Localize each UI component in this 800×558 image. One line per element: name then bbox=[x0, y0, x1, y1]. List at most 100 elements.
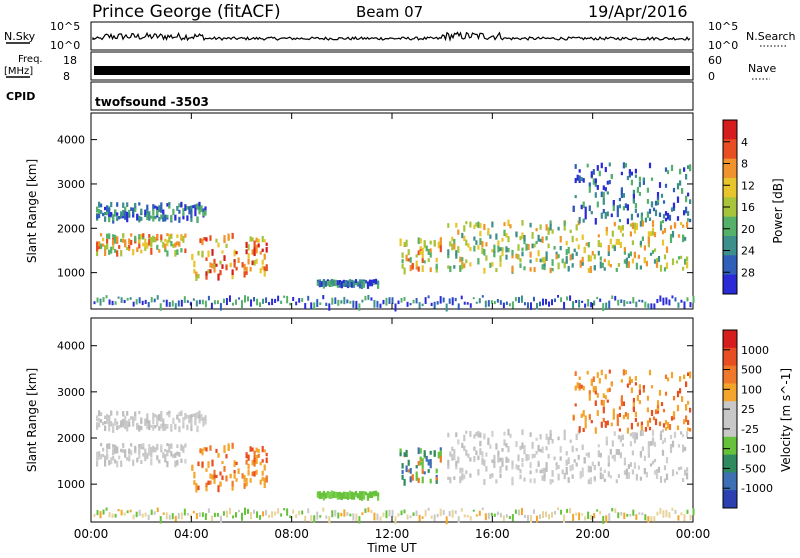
echo-cell bbox=[665, 262, 669, 269]
echo-cell bbox=[334, 509, 337, 517]
echo-cell bbox=[160, 202, 163, 210]
echo-cell bbox=[613, 245, 616, 252]
echo-cell bbox=[461, 257, 464, 262]
nsearch-tick-bottom: 10^0 bbox=[708, 39, 738, 52]
echo-cell bbox=[436, 301, 439, 305]
echo-cell bbox=[457, 229, 460, 235]
echo-cell bbox=[541, 236, 544, 243]
echo-cell bbox=[183, 508, 186, 516]
echo-cell bbox=[108, 208, 111, 215]
echo-cell bbox=[313, 302, 316, 311]
echo-cell bbox=[559, 456, 562, 461]
echo-cell bbox=[313, 515, 316, 523]
echo-cell bbox=[628, 169, 631, 174]
echo-cell bbox=[152, 412, 155, 420]
echo-cell bbox=[582, 385, 585, 391]
echo-cell bbox=[177, 300, 180, 307]
echo-cell bbox=[663, 465, 667, 471]
echo-cell bbox=[415, 260, 418, 267]
echo-cell bbox=[646, 211, 649, 218]
echo-cell bbox=[565, 256, 568, 263]
echo-cell bbox=[152, 235, 155, 243]
echo-cell bbox=[209, 235, 212, 241]
echo-cell bbox=[455, 250, 458, 256]
echo-cell bbox=[520, 295, 523, 303]
echo-cell bbox=[126, 425, 129, 432]
echo-cell bbox=[687, 420, 690, 425]
echo-cell bbox=[642, 177, 645, 181]
echo-cell bbox=[134, 411, 137, 416]
echo-cell bbox=[648, 208, 652, 214]
echo-cell bbox=[409, 468, 412, 474]
colorbar-swatch bbox=[723, 236, 737, 256]
echo-cell bbox=[483, 249, 486, 256]
echo-cell bbox=[499, 255, 502, 263]
echo-cell bbox=[233, 261, 236, 268]
echo-cell bbox=[118, 245, 121, 249]
echo-cell bbox=[503, 439, 506, 446]
colorbar-swatch bbox=[723, 490, 737, 509]
echo-cell bbox=[647, 451, 650, 458]
echo-cell bbox=[511, 301, 514, 309]
echo-cell bbox=[622, 401, 625, 406]
echo-cell bbox=[612, 408, 615, 416]
echo-cell bbox=[198, 206, 201, 212]
echo-cell bbox=[582, 218, 585, 223]
echo-cell bbox=[475, 431, 478, 437]
echo-cell bbox=[160, 208, 163, 213]
echo-cell bbox=[203, 447, 206, 451]
echo-cell bbox=[255, 258, 258, 264]
echo-cell bbox=[639, 476, 642, 481]
echo-cell bbox=[253, 509, 256, 514]
echo-cell bbox=[525, 454, 528, 461]
echo-cell bbox=[574, 371, 577, 376]
echo-cell bbox=[148, 426, 151, 431]
echo-cell bbox=[685, 381, 688, 388]
echo-cell bbox=[477, 431, 480, 438]
echo-cell bbox=[664, 217, 668, 222]
echo-cell bbox=[419, 246, 422, 250]
echo-cell bbox=[628, 171, 631, 178]
echo-cell bbox=[400, 297, 403, 303]
echo-cell bbox=[533, 478, 536, 484]
echo-cell bbox=[172, 243, 175, 248]
echo-cell bbox=[615, 449, 618, 455]
echo-cell bbox=[579, 261, 582, 268]
echo-cell bbox=[497, 456, 500, 463]
echo-cell bbox=[126, 457, 129, 461]
echo-cell bbox=[110, 246, 113, 254]
echo-cell bbox=[147, 514, 150, 521]
echo-cell bbox=[130, 443, 133, 447]
echo-cell bbox=[485, 452, 488, 457]
echo-cell bbox=[647, 446, 650, 454]
echo-cell bbox=[598, 378, 601, 384]
echo-cell bbox=[479, 230, 482, 236]
echo-cell bbox=[348, 493, 352, 498]
echo-cell bbox=[106, 233, 109, 239]
echo-cell bbox=[632, 402, 635, 407]
echo-cell bbox=[632, 198, 635, 204]
echo-cell bbox=[263, 270, 266, 277]
echo-cell bbox=[641, 512, 644, 516]
echo-cell bbox=[346, 299, 349, 304]
x-tick-label: 12:00 bbox=[375, 527, 410, 541]
echo-cell bbox=[124, 206, 127, 213]
echo-cell bbox=[535, 437, 538, 441]
echo-cell bbox=[403, 478, 406, 486]
echo-cell bbox=[259, 479, 262, 485]
echo-cell bbox=[453, 265, 456, 269]
echo-cell bbox=[626, 413, 629, 420]
echo-cell bbox=[164, 453, 167, 460]
echo-cell bbox=[268, 302, 271, 306]
echo-cell bbox=[437, 451, 440, 459]
echo-cell bbox=[251, 471, 254, 477]
echo-cell bbox=[216, 300, 219, 305]
echo-cell bbox=[597, 461, 600, 467]
y-tick-label: 4000 bbox=[57, 340, 85, 353]
echo-cell bbox=[685, 173, 688, 180]
echo-cell bbox=[253, 240, 256, 248]
echo-cell bbox=[635, 223, 638, 230]
echo-cell bbox=[138, 444, 141, 451]
echo-cell bbox=[144, 242, 147, 248]
